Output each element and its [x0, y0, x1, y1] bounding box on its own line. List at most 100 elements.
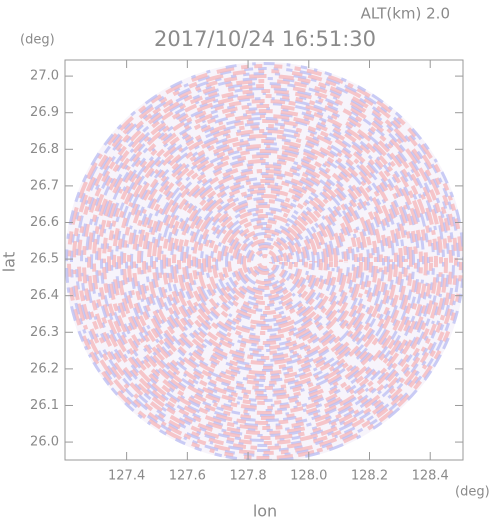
echo-ring: [127, 124, 403, 400]
y-axis-title: lat: [0, 252, 19, 273]
y-tick-label: 26.5: [30, 252, 59, 267]
echo-ring: [250, 247, 280, 277]
echo-ring: [200, 197, 330, 327]
echo-ring: [232, 229, 298, 295]
echo-ring: [150, 147, 380, 377]
x-tick-label: 127.4: [108, 469, 145, 484]
echo-ring: [140, 137, 390, 387]
plot-frame: [64, 59, 464, 461]
echo-ring: [240, 237, 290, 287]
echo-ring: [160, 157, 370, 367]
echo-ring: [112, 109, 418, 415]
echo-ring: [132, 129, 398, 395]
echo-ring: [242, 239, 288, 285]
echo-ring: [130, 127, 400, 397]
echo-ring: [165, 162, 365, 362]
echo-ring: [247, 244, 283, 280]
y-tick-label: 26.3: [30, 325, 59, 340]
x-tick-label: 128.0: [290, 469, 327, 484]
echo-ring: [172, 169, 358, 355]
echo-ring: [195, 192, 335, 332]
echo-ring: [255, 252, 275, 272]
y-tick-label: 26.2: [30, 361, 59, 376]
echo-ring: [225, 222, 305, 302]
echo-ring: [180, 177, 350, 347]
echo-ring: [257, 254, 273, 270]
echo-ring: [230, 227, 300, 297]
echo-ring: [222, 219, 308, 305]
x-axis-title: lon: [253, 502, 277, 521]
echo-ring: [175, 172, 355, 352]
echo-ring: [210, 207, 320, 317]
echo-ring: [147, 144, 383, 380]
echo-ring: [170, 167, 360, 357]
echo-ring: [65, 62, 463, 460]
echo-ring: [117, 114, 413, 410]
y-tick-label: 26.0: [30, 435, 59, 450]
y-tick-label: 26.7: [30, 178, 59, 193]
echo-ring: [72, 69, 458, 455]
x-tick-label: 127.8: [229, 469, 266, 484]
y-tick-label: 26.4: [30, 288, 59, 303]
echo-ring: [125, 122, 405, 402]
echo-ring: [75, 72, 455, 452]
echo-ring: [67, 64, 463, 460]
x-tick-label: 128.2: [351, 469, 388, 484]
echo-ring: [107, 104, 423, 420]
echo-ring: [192, 189, 338, 335]
y-tick-label: 26.8: [30, 142, 59, 157]
x-tick-label: 128.4: [412, 469, 449, 484]
echo-ring: [142, 139, 388, 385]
echo-ring: [177, 174, 353, 350]
y-tick-label: 26.6: [30, 215, 59, 230]
echo-ring: [237, 234, 293, 290]
echo-ring: [90, 87, 440, 437]
echo-ring: [95, 92, 435, 432]
y-tick-label: 26.9: [30, 105, 59, 120]
echo-ring: [245, 242, 285, 282]
echo-ring: [102, 99, 428, 425]
echo-ring: [212, 209, 318, 315]
echo-ring: [187, 184, 343, 340]
echo-ring: [197, 194, 333, 330]
echo-ring: [77, 74, 453, 450]
echo-ring: [157, 154, 373, 370]
echo-ring: [122, 119, 408, 405]
echo-ring: [110, 107, 420, 417]
echo-ring: [235, 232, 295, 292]
echo-ring: [162, 159, 368, 365]
echo-ring: [82, 79, 448, 445]
echo-ring: [145, 142, 385, 382]
echo-ring: [190, 187, 340, 337]
echo-ring: [92, 89, 438, 435]
echo-ring: [182, 179, 348, 345]
echo-ring: [215, 212, 315, 312]
echo-ring: [155, 152, 375, 372]
y-unit: (deg): [20, 33, 55, 48]
echo-ring: [100, 97, 430, 427]
echo-ring: [80, 77, 450, 447]
echo-ring: [227, 224, 303, 300]
x-unit: (deg): [455, 485, 490, 500]
echo-ring: [217, 214, 313, 310]
echo-ring: [115, 112, 415, 412]
echo-ring: [105, 102, 425, 422]
echo-ring: [207, 204, 323, 320]
echo-ring: [137, 134, 393, 390]
echo-ring: [152, 149, 378, 375]
echo-ring: [70, 67, 460, 457]
echo-ring: [167, 164, 363, 360]
x-tick-label: 127.6: [169, 469, 206, 484]
echo-ring: [87, 84, 443, 440]
radar-field: [65, 62, 463, 460]
echo-ring: [97, 94, 433, 430]
chart-title: 2017/10/24 16:51:30: [154, 27, 376, 51]
echo-ring: [202, 199, 328, 325]
y-tick-label: 26.1: [30, 398, 59, 413]
echo-ring: [205, 202, 325, 322]
echo-ring: [135, 132, 395, 392]
altitude-label: ALT(km) 2.0: [361, 5, 450, 23]
echo-ring: [85, 82, 445, 442]
y-tick-label: 27.0: [30, 69, 59, 84]
